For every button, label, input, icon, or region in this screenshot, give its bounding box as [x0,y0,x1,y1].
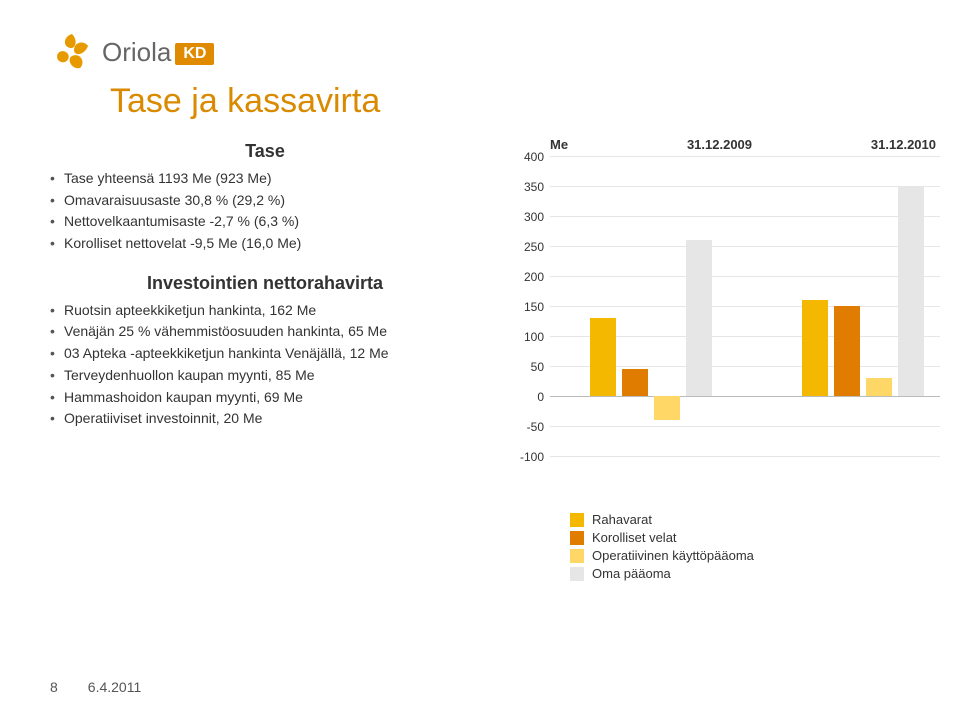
section2-heading: Investointien nettorahavirta [50,273,480,294]
list-item: Ruotsin apteekkiketjun hankinta, 162 Me [50,300,480,322]
chart-legend: Rahavarat Korolliset velat Operatiivinen k… [570,512,940,581]
bar [898,186,924,396]
y-axis-tick-label: 50 [531,360,550,374]
legend-item: Operatiivinen käyttöpääoma [570,548,940,563]
legend-item: Oma pääoma [570,566,940,581]
grid-line: -100 [550,456,940,457]
list-item: Nettovelkaantumisaste -2,7 % (6,3 %) [50,211,480,233]
list-item: Venäjän 25 % vähemmistöosuuden hankinta,… [50,321,480,343]
list-item: Korolliset nettovelat -9,5 Me (16,0 Me) [50,233,480,255]
slide-title: Tase ja kassavirta [110,82,910,121]
right-column: Me 31.12.2009 31.12.2010 -100-5005010015… [500,137,940,517]
list-item: Hammashoidon kaupan myynti, 69 Me [50,387,480,409]
list-item: Operatiiviset investoinnit, 20 Me [50,408,480,430]
slide-footer: 8 6.4.2011 [50,679,141,695]
list-item: Tase yhteensä 1193 Me (923 Me) [50,168,480,190]
list-item: Terveydenhuollon kaupan myynti, 85 Me [50,365,480,387]
chart-unit-label: Me [550,137,568,152]
y-axis-tick-label: 150 [524,300,550,314]
y-axis-tick-label: 400 [524,150,550,164]
section1-list: Tase yhteensä 1193 Me (923 Me)Omavaraisu… [50,168,480,255]
footer-date: 6.4.2011 [88,679,141,695]
legend-swatch-icon [570,531,584,545]
y-axis-tick-label: 100 [524,330,550,344]
legend-swatch-icon [570,513,584,527]
legend-label: Rahavarat [592,512,652,527]
list-item: Omavaraisuusaste 30,8 % (29,2 %) [50,190,480,212]
bar [686,240,712,396]
bar-group [802,156,924,456]
logo-mark-icon [50,30,94,74]
bar [654,396,680,420]
logo-suffix: KD [175,43,214,65]
bar [622,369,648,396]
slide-page: OriolaKD Tase ja kassavirta Tase Tase yh… [0,0,960,711]
chart: Me 31.12.2009 31.12.2010 -100-5005010015… [500,137,940,517]
y-axis-tick-label: 350 [524,180,550,194]
y-axis-tick-label: 200 [524,270,550,284]
section2-list: Ruotsin apteekkiketjun hankinta, 162 MeV… [50,300,480,430]
bar-group [590,156,712,456]
legend-item: Rahavarat [570,512,940,527]
legend-swatch-icon [570,567,584,581]
logo: OriolaKD [50,30,910,74]
bar [866,378,892,396]
legend-item: Korolliset velat [570,530,940,545]
chart-header-row: Me 31.12.2009 31.12.2010 [550,137,936,152]
y-axis-tick-label: 300 [524,210,550,224]
legend-swatch-icon [570,549,584,563]
left-column: Tase Tase yhteensä 1193 Me (923 Me)Omava… [50,137,480,517]
chart-category-0: 31.12.2009 [687,137,752,152]
page-number: 8 [50,679,58,695]
logo-text: OriolaKD [102,37,214,68]
logo-company: Oriola [102,37,171,67]
y-axis-tick-label: 0 [537,390,550,404]
legend-label: Korolliset velat [592,530,677,545]
section1-heading: Tase [50,141,480,162]
chart-category-1: 31.12.2010 [871,137,936,152]
bar [590,318,616,396]
y-axis-tick-label: -50 [527,420,550,434]
chart-plot-area: -100-50050100150200250300350400 [550,156,940,456]
legend-label: Operatiivinen käyttöpääoma [592,548,754,563]
y-axis-tick-label: 250 [524,240,550,254]
bar [834,306,860,396]
list-item: 03 Apteka -apteekkiketjun hankinta Venäj… [50,343,480,365]
bar [802,300,828,396]
content-row: Tase Tase yhteensä 1193 Me (923 Me)Omava… [50,137,910,517]
legend-label: Oma pääoma [592,566,671,581]
y-axis-tick-label: -100 [520,450,550,464]
